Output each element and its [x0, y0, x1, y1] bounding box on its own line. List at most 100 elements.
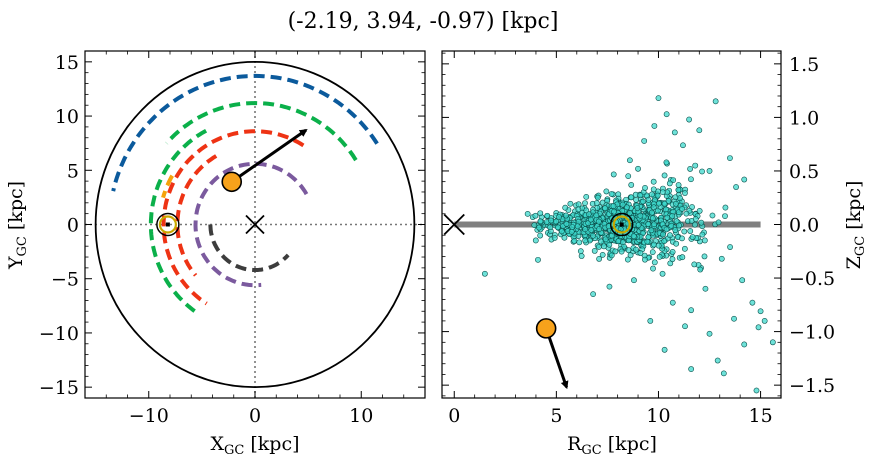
star-point: [574, 223, 581, 230]
right-x-tick-label: 5: [550, 405, 562, 427]
left-y-tick-label: 10: [55, 106, 79, 128]
star-point: [701, 237, 708, 244]
chart-title: (-2.19, 3.94, -0.97) [kpc]: [288, 9, 559, 34]
right-ticks: 0 5 10 15 −1.5 −1.0 −0.5 0.0 0.5 1.0 1.5: [442, 51, 835, 427]
star-point: [680, 142, 686, 149]
right-y-tick-label: 1.5: [789, 54, 819, 76]
star-point: [691, 261, 698, 268]
star-point: [536, 224, 542, 231]
right-x-tick-label: 15: [748, 405, 772, 427]
left-y-axis-label: YGC [kpc]: [5, 181, 30, 270]
star-point: [692, 162, 699, 169]
right-y-tick-label: −0.5: [789, 268, 835, 290]
star-point: [547, 224, 554, 231]
star-point: [551, 235, 558, 241]
star-point: [561, 234, 568, 241]
star-point: [651, 259, 658, 266]
star-point: [699, 168, 705, 175]
star-point: [718, 255, 725, 262]
star-point: [688, 307, 695, 314]
star-point: [628, 194, 635, 201]
star-point: [627, 252, 634, 259]
star-point: [681, 228, 688, 235]
star-point: [663, 159, 670, 166]
left-plot-area: [85, 51, 425, 398]
right-y-axis-label: ZGC [kpc]: [843, 181, 868, 270]
sun-inner-ring-right: [612, 215, 631, 234]
star-point: [590, 232, 596, 239]
star-point: [692, 216, 699, 223]
star-point: [610, 171, 617, 178]
star-point: [537, 232, 544, 239]
galactic-center-marker: [245, 214, 265, 235]
star-point: [535, 256, 541, 263]
star-point: [637, 212, 644, 219]
star-point: [569, 224, 576, 230]
star-point: [624, 256, 631, 263]
star-point: [741, 176, 748, 183]
left-x-tick-label: 10: [349, 405, 373, 427]
star-point: [556, 214, 562, 221]
star-point: [655, 242, 662, 249]
spiral-arm-8: [208, 224, 290, 272]
star-point: [669, 299, 676, 306]
star-point: [683, 210, 690, 217]
star-point: [706, 330, 713, 337]
star-point: [668, 222, 675, 229]
right-y-tick-label: −1.0: [789, 322, 835, 344]
star-point: [596, 226, 603, 232]
sun-center-dot: [165, 222, 170, 227]
star-point: [663, 206, 669, 213]
star-point: [649, 191, 655, 198]
star-point: [714, 357, 721, 364]
star-point: [666, 180, 673, 187]
star-point: [706, 168, 713, 174]
star-point: [583, 207, 590, 214]
right-x-tick-label: 10: [646, 405, 670, 427]
right-panel: 0 5 10 15 −1.5 −1.0 −0.5 0.0 0.5 1.0 1.5 RGC [kpc]…: [441, 50, 868, 458]
star-point: [633, 196, 639, 203]
star-point: [648, 209, 655, 216]
star-point: [649, 215, 656, 222]
star-point: [624, 204, 630, 211]
star-point: [733, 184, 739, 190]
star-point: [642, 185, 648, 191]
star-point: [699, 231, 706, 238]
star-point: [575, 206, 582, 213]
star-point: [637, 250, 644, 257]
star-point: [696, 127, 703, 134]
spiral-arm-1: [111, 73, 379, 192]
star-point: [644, 238, 651, 245]
star-point: [626, 157, 633, 164]
star-point: [651, 241, 657, 248]
star-point: [669, 213, 676, 219]
star-point: [603, 188, 610, 195]
right-y-tick-label: 0.5: [789, 161, 819, 183]
star-point: [671, 129, 678, 136]
star-point: [672, 227, 679, 234]
star-point: [645, 196, 652, 203]
star-point: [598, 238, 604, 245]
right-y-tick-label: 0.0: [789, 215, 819, 237]
star-point: [677, 195, 683, 202]
star-point: [663, 111, 670, 118]
star-point: [741, 341, 748, 348]
star-point: [606, 283, 613, 290]
star-point: [648, 227, 655, 234]
star-point: [532, 237, 539, 244]
object-marker: [221, 171, 243, 193]
star-point: [637, 192, 644, 199]
star-point: [606, 241, 613, 248]
left-x-tick-label: 0: [249, 405, 261, 427]
star-point: [611, 208, 618, 215]
star-point: [688, 366, 695, 372]
star-point: [650, 178, 657, 185]
spiral-arm-3: [148, 128, 208, 314]
star-point: [650, 204, 657, 211]
left-ticks: −10 0 10 −15 −10 −5 0 5 10 15: [39, 50, 426, 427]
object-marker-right: [535, 318, 557, 339]
star-point: [582, 226, 589, 233]
left-x-axis-label: XGC [kpc]: [210, 433, 299, 458]
star-point: [563, 212, 569, 219]
star-point: [577, 248, 584, 255]
